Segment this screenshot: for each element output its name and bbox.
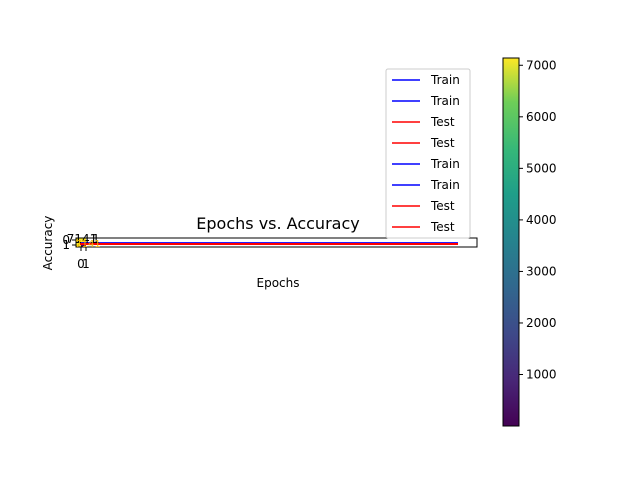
y-tick-label: 1 <box>62 238 70 252</box>
legend-entry: Train <box>392 94 460 108</box>
colorbar-tick-label: 5000 <box>526 161 557 175</box>
heatmap-cell <box>81 238 86 243</box>
plot-area-frame <box>75 237 478 248</box>
colorbar: 1000 2000 3000 4000 5000 6000 7000 <box>502 57 557 427</box>
legend-entry: Test <box>392 136 455 150</box>
legend-entry: Test <box>392 115 455 129</box>
colorbar-tick-label: 2000 <box>526 316 557 330</box>
legend-label: Train <box>430 73 460 87</box>
cell-annotation: 7141 <box>67 232 98 246</box>
legend-entry: Test <box>392 199 455 213</box>
heatmap-cell <box>76 243 81 247</box>
legend-label: Test <box>430 220 455 234</box>
heatmap-cell <box>76 238 81 243</box>
legend-label: Test <box>430 115 455 129</box>
colorbar-tick-label: 4000 <box>526 213 557 227</box>
colorbar-tick-label: 6000 <box>526 110 557 124</box>
colorbar-tick-label: 7000 <box>526 58 557 72</box>
legend-entry: Train <box>392 157 460 171</box>
x-axis-label: Epochs <box>257 276 300 290</box>
legend-entry: Test <box>392 220 455 234</box>
heatmap-cells <box>76 238 86 247</box>
colorbar-tick-label: 1000 <box>526 368 557 382</box>
heatmap-cell <box>81 243 86 247</box>
cell-annotation: 1 <box>92 232 100 246</box>
legend-label: Train <box>430 157 460 171</box>
legend-label: Train <box>430 94 460 108</box>
legend-frame <box>385 68 471 239</box>
series-lines <box>80 242 458 245</box>
legend-label: Test <box>430 199 455 213</box>
x-tick-label: 1 <box>82 257 90 271</box>
legend-entry: Train <box>392 178 460 192</box>
chart-title: Epochs vs. Accuracy <box>196 214 359 233</box>
y-axis-label: Accuracy <box>41 216 55 271</box>
legend-entry: Train <box>392 73 460 87</box>
legend: Train Train Test Test Train Train Test Test <box>385 68 471 239</box>
colorbar-tick-label: 3000 <box>526 264 557 278</box>
cell-annotation: 7141 <box>75 239 100 250</box>
x-tick-label: 0 <box>77 257 85 271</box>
colorbar-gradient <box>502 57 520 427</box>
y-tick-label: 0 <box>62 233 70 247</box>
legend-label: Train <box>430 178 460 192</box>
legend-label: Test <box>430 136 455 150</box>
